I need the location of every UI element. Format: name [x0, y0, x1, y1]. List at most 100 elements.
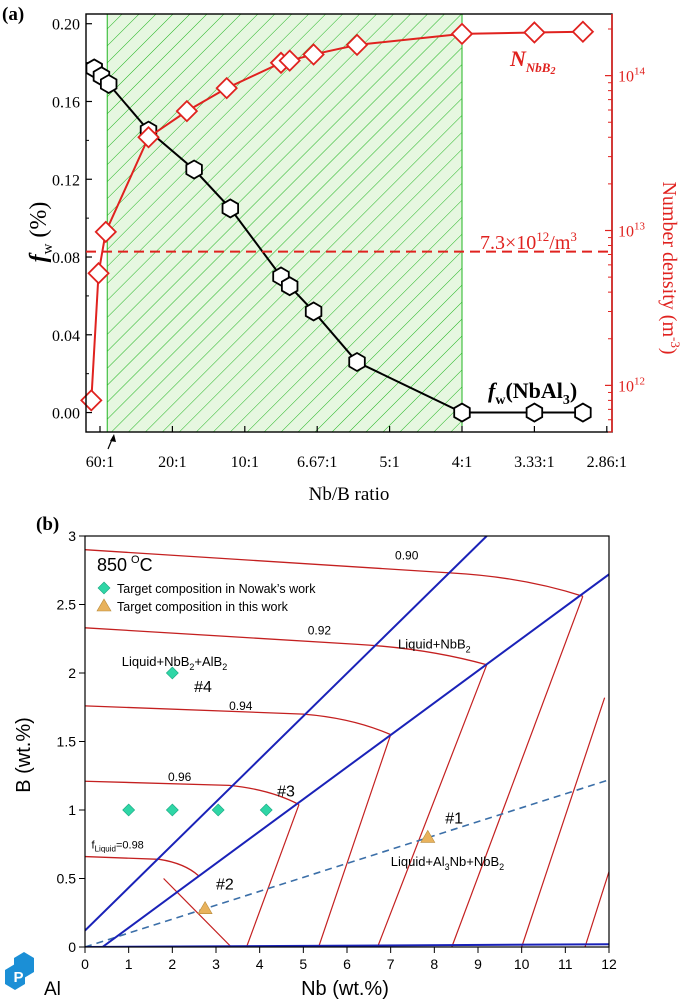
b-y-tick-label: 1.5 — [57, 734, 77, 750]
b-tie-line — [246, 804, 300, 947]
b-isopleth-label: 0.92 — [308, 624, 332, 638]
b-sample-label: #2 — [216, 876, 234, 893]
a-x-tick-label: 2.86:1 — [587, 454, 627, 471]
b-x-tick-label: 1 — [125, 956, 133, 972]
a-arrow-head — [110, 434, 116, 442]
a-left-tick-label: 0.12 — [52, 172, 80, 189]
a-left-axis-label-unit: (%) — [26, 202, 52, 238]
a-left-tick-label: 0.08 — [52, 250, 80, 267]
svg-text:Number density (m-3): Number density (m-3) — [658, 181, 683, 354]
b-point-nowak-diamond — [165, 803, 179, 817]
a-left-axis-label-sub: w — [40, 243, 56, 254]
panel-b-label: (b) — [36, 514, 59, 535]
a-point-fw-hexagon — [280, 276, 299, 297]
a-right-tick-label: 1014 — [618, 66, 646, 86]
a-point-nnbb2-diamond — [80, 389, 103, 412]
b-isopleth — [85, 780, 300, 806]
a-point-fw-hexagon — [221, 198, 240, 219]
b-point-nowak-diamond — [122, 803, 136, 817]
b-point-nowak-diamond — [259, 803, 273, 817]
b-isopleth-label: 0.94 — [229, 699, 253, 713]
a-threshold-label-sup2: 3 — [570, 229, 577, 244]
b-tie-line — [584, 871, 609, 947]
b-y-axis-label: B (wt.%) — [13, 717, 35, 793]
a-x-tick-label: 3.33:1 — [514, 454, 554, 471]
b-plot-frame — [84, 535, 610, 948]
a-x-tick-label: 4:1 — [452, 454, 472, 471]
b-title-sup: O — [131, 554, 140, 566]
a-left-tick-label: 0.16 — [52, 94, 80, 111]
a-point-fw-hexagon — [348, 351, 366, 373]
a-series-label-n-sub2: 2 — [549, 66, 555, 77]
b-phase-label: Liquid+NbB2+AlB2 — [122, 654, 227, 672]
a-point-nnbb2-diamond — [87, 261, 110, 285]
b-isopleth — [85, 627, 487, 666]
a-point-fw-hexagon — [185, 159, 203, 180]
shaded-region-hatch — [106, 13, 463, 433]
legend-marker-triangle — [96, 598, 112, 612]
svg-text:fw(%): fw (%) — [26, 202, 56, 263]
a-x-tick-label: 5:1 — [379, 454, 399, 471]
a-point-nnbb2-diamond — [571, 20, 595, 44]
a-left-axis-label-main: f — [26, 252, 52, 262]
b-phase-label: Liquid+NbB2 — [398, 636, 471, 654]
b-point-nowak-diamond — [165, 666, 179, 680]
a-point-fw-hexagon — [525, 402, 544, 423]
b-point-this-work-triangle — [420, 829, 436, 843]
b-isopleth-label: 0.90 — [395, 548, 419, 562]
b-dashed-line — [85, 779, 609, 947]
b-x-tick-label: 0 — [81, 956, 89, 972]
a-x-tick-label: 20:1 — [158, 454, 186, 471]
b-sample-label: #3 — [277, 783, 295, 800]
svg-text:fw(NbAl3): fw(NbAl3) — [488, 378, 577, 408]
b-phase-label: Liquid+Al3Nb+NbB2 — [391, 854, 504, 872]
a-point-nnbb2-diamond — [175, 99, 199, 123]
b-x-tick-label: 4 — [256, 956, 264, 972]
a-point-fw-hexagon — [574, 402, 592, 423]
a-right-axis-label-end: ) — [658, 348, 680, 355]
publisher-logo: P — [5, 952, 34, 990]
a-point-fw-hexagon — [453, 402, 471, 423]
b-y-tick-label: 1 — [68, 802, 76, 818]
b-x-axis-label: Nb (wt.%) — [301, 978, 389, 1000]
a-x-axis-label: Nb/B ratio — [309, 484, 390, 505]
b-x-tick-label: 12 — [601, 956, 617, 972]
a-point-nnbb2-diamond — [302, 43, 325, 66]
b-x-tick-label: 10 — [514, 956, 530, 972]
a-point-nnbb2-diamond — [345, 33, 369, 57]
b-x-tick-label: 3 — [212, 956, 220, 972]
a-point-nnbb2-diamond — [523, 21, 546, 44]
a-series-label-fw-sub: w — [495, 393, 506, 408]
panel-a-label: (a) — [2, 4, 24, 25]
a-point-nnbb2-diamond — [94, 220, 118, 244]
b-x-tick-label: 7 — [387, 956, 395, 972]
b-point-nowak-diamond — [211, 803, 225, 817]
a-x-tick-label: 10:1 — [231, 454, 259, 471]
a-threshold-label-sup: 12 — [536, 229, 549, 244]
b-isopleth — [85, 855, 199, 877]
b-tie-line — [451, 596, 584, 947]
b-sample-label: #4 — [194, 679, 212, 696]
b-x-tick-label: 5 — [299, 956, 307, 972]
a-series-label-fw-end: ) — [570, 378, 577, 403]
b-title: 850 — [97, 555, 127, 575]
b-y-tick-label: 2 — [68, 665, 76, 681]
b-title-end: C — [140, 555, 153, 575]
b-tie-line — [163, 878, 232, 947]
b-phase-boundary — [101, 573, 609, 947]
a-series-label-fw-rest: (NbAl — [505, 378, 562, 403]
a-x-tick-label: 60:1 — [86, 454, 114, 471]
a-left-tick-label: 0.04 — [52, 328, 80, 345]
b-isopleth-label: 0.96 — [168, 770, 192, 784]
b-tie-line — [377, 664, 488, 947]
b-x-tick-label: 9 — [474, 956, 482, 972]
legend-marker-diamond — [97, 581, 111, 595]
a-threshold-label: 7.3×10 — [480, 232, 536, 254]
b-x-tick-label: 8 — [430, 956, 438, 972]
a-point-fw-hexagon — [304, 301, 323, 322]
legend-label-this-work: Target composition in this work — [117, 600, 289, 614]
b-y-tick-label: 0.5 — [57, 871, 77, 887]
a-point-nnbb2-diamond — [450, 22, 474, 46]
svg-text:P: P — [14, 969, 24, 986]
